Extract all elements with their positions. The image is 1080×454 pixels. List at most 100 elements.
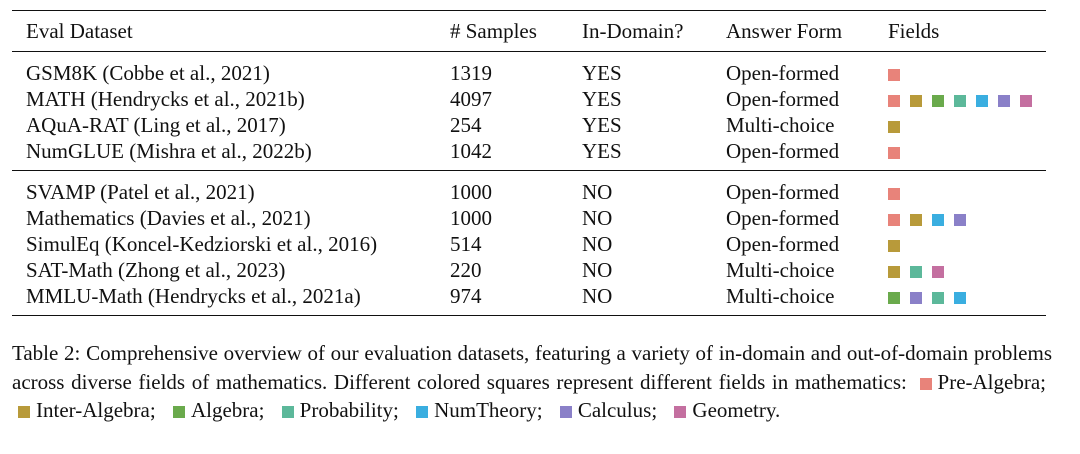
cell: MMLU-Math (Hendrycks et al., 2021a) [26,283,361,308]
cell: SimulEq (Koncel-Kedziorski et al., 2016) [26,231,378,256]
legend-item: Inter-Algebra; [12,398,156,422]
cell: 4097 [450,86,492,111]
fields-cell [888,138,1046,171]
eval-table: Eval Dataset # Samples In-Domain? Answer Fo… [12,10,1046,316]
legend-item: Pre-Algebra; [914,370,1046,394]
field-square [932,213,944,226]
cell: Open-formed [726,231,840,256]
legend-square [416,406,429,418]
cell: Open-formed [726,179,840,204]
header-cell: Answer Form [726,18,843,43]
fields-cell [888,112,1046,138]
field-square [954,213,966,226]
legend-label: Inter-Algebra; [36,398,156,422]
legend-square [674,406,687,418]
cell: SAT-Math (Zhong et al., 2023) [26,257,286,282]
cell: Open-formed [726,138,840,163]
legend-square [919,377,932,390]
table-row: MMLU-Math (Hendrycks et al., 2021a) 974 NO… [12,283,1046,316]
field-square [932,94,944,107]
field-square [888,146,900,159]
cell: Multi-choice [726,283,835,308]
legend-label: Algebra; [190,398,265,422]
table-row: SAT-Math (Zhong et al., 2023) 220 NO Multi-… [12,257,1046,283]
cell: NO [582,257,613,282]
legend-item: Probability; [276,398,399,422]
legend-square [559,406,572,418]
legend-item: Calculus; [554,398,657,422]
cell: NO [582,205,613,230]
legend-label: NumTheory; [434,398,543,422]
cell: SVAMP (Patel et al., 2021) [26,179,255,204]
table-row: Mathematics (Davies et al., 2021) 1000 NO O… [12,205,1046,231]
caption-text: Table 2: Comprehensive overview of our e… [12,341,1052,394]
legend-item: Algebra; [167,398,264,422]
table-row: NumGLUE (Mishra et al., 2022b) 1042 YES Ope… [12,138,1046,171]
cell: YES [582,86,622,111]
field-square [888,265,900,278]
row-group: GSM8K (Cobbe et al., 2021) 1319 YES Open-fo… [12,52,1046,171]
legend-item: Geometry. [668,398,780,422]
cell: YES [582,138,622,163]
field-square [932,291,944,304]
legend-square [172,406,185,418]
cell: Open-formed [726,60,840,85]
field-square [888,291,900,304]
caption: Table 2: Comprehensive overview of our e… [12,339,1052,425]
legend-label: Pre-Algebra; [937,369,1046,394]
legend-square [18,406,30,418]
legend-item: NumTheory; [410,398,543,422]
cell: 220 [450,257,482,282]
field-square [888,213,900,226]
field-square [910,213,922,226]
field-square [888,68,900,81]
field-square [954,291,966,304]
table-row: SimulEq (Koncel-Kedziorski et al., 2016)… [12,231,1046,257]
cell: 1000 [450,205,492,230]
field-square [910,94,922,107]
table-row: SVAMP (Patel et al., 2021) 1000 NO Open-for… [12,171,1046,206]
header-cell: Eval Dataset [26,18,133,43]
fields-cell [888,205,1046,231]
cell: YES [582,112,622,137]
table-row: AQuA-RAT (Ling et al., 2017) 254 YES Multi-… [12,112,1046,138]
fields-cell [888,52,1046,87]
header-cell: In-Domain? [582,18,684,43]
cell: 254 [450,112,482,137]
cell: Multi-choice [726,112,835,137]
cell: 1042 [450,138,492,163]
legend-label: Calculus; [577,398,658,422]
cell: Open-formed [726,86,840,111]
field-square [998,94,1010,107]
cell: 514 [450,231,482,256]
cell: AQuA-RAT (Ling et al., 2017) [26,112,286,137]
cell: NO [582,231,613,256]
cell: 1319 [450,60,492,85]
cell: NO [582,179,613,204]
cell: Open-formed [726,205,840,230]
field-square [888,94,900,107]
field-square [932,265,944,278]
header-cell: # Samples [450,18,537,43]
cell: NumGLUE (Mishra et al., 2022b) [26,138,312,163]
fields-cell [888,171,1046,206]
cell: GSM8K (Cobbe et al., 2021) [26,60,270,85]
header-cell: Fields [888,18,940,43]
fields-cell [888,257,1046,283]
table-row: MATH (Hendrycks et al., 2021b) 4097 YES Ope… [12,86,1046,112]
table-row: GSM8K (Cobbe et al., 2021) 1319 YES Open-fo… [12,52,1046,87]
cell: 974 [450,283,482,308]
field-square [888,187,900,200]
field-square [1020,94,1032,107]
field-square [954,94,966,107]
fields-cell [888,231,1046,257]
cell: 1000 [450,179,492,204]
cell: Multi-choice [726,257,835,282]
field-square [910,265,922,278]
field-square [888,120,900,133]
cell: Mathematics (Davies et al., 2021) [26,205,311,230]
header-row: Eval Dataset # Samples In-Domain? Answer Fo… [12,10,1046,52]
field-square [888,239,900,252]
legend-label: Probability; [299,398,399,422]
